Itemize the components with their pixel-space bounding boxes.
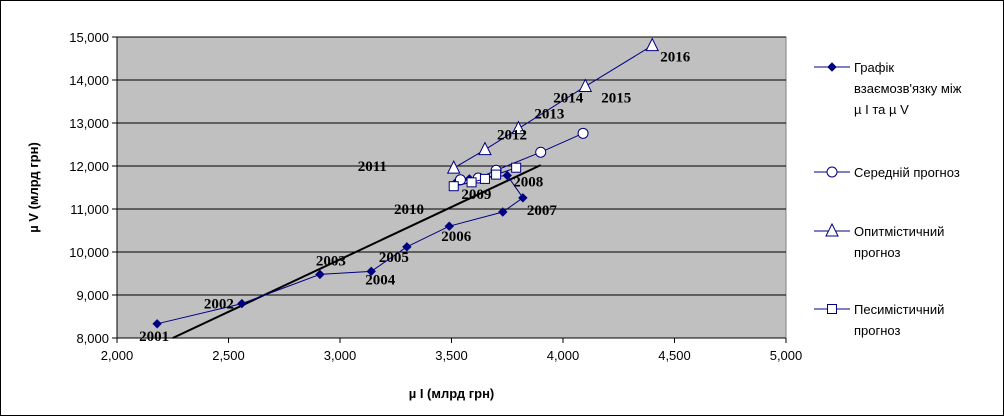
legend-label: прогноз <box>854 245 901 260</box>
legend-label: Графік <box>854 60 894 75</box>
legend-label: взаємозв'язку між <box>854 81 962 96</box>
year-label-2016: 2016 <box>660 50 691 66</box>
data-point <box>444 221 454 231</box>
data-point <box>152 319 162 329</box>
x-tick-label: 4,000 <box>547 348 580 363</box>
data-point <box>518 193 528 203</box>
y-tick-label: 14,000 <box>69 73 109 88</box>
year-label-2004: 2004 <box>365 272 396 288</box>
data-point <box>448 181 459 192</box>
x-tick-label: 5,000 <box>770 348 803 363</box>
legend-label: µ I та µ V <box>854 102 909 117</box>
x-tick-label: 2,000 <box>101 348 134 363</box>
data-point <box>446 160 461 174</box>
data-point <box>491 169 502 180</box>
legend-label: Опитмістичний <box>854 224 944 239</box>
data-point <box>511 120 526 135</box>
y-tick-label: 10,000 <box>69 245 109 260</box>
x-tick-label: 2,500 <box>212 348 245 363</box>
data-point <box>466 177 477 188</box>
data-point <box>511 162 522 173</box>
x-tick-label: 3,000 <box>324 348 357 363</box>
y-tick-label: 11,000 <box>70 202 109 217</box>
year-label-2001: 2001 <box>139 329 169 345</box>
year-label-2012: 2012 <box>497 128 527 144</box>
data-point <box>578 78 593 92</box>
x-tick-label: 3,500 <box>435 348 468 363</box>
data-point <box>498 207 508 217</box>
data-point <box>479 173 490 184</box>
data-point <box>535 146 547 158</box>
data-point <box>237 298 247 309</box>
year-label-2014: 2014 <box>553 90 584 106</box>
legend-item-1: Середній прогноз <box>814 165 960 180</box>
year-label-2013: 2013 <box>534 107 564 123</box>
y-tick-label: 9,000 <box>76 288 109 303</box>
year-label-2010: 2010 <box>394 202 424 218</box>
data-point <box>315 269 325 280</box>
legend-item-0: Графік взаємозв'язку між µ I та µ V <box>814 60 962 117</box>
legend-marker <box>826 166 838 178</box>
legend-label: Середній прогноз <box>854 165 960 180</box>
legend-label: Песимістичний <box>854 302 944 317</box>
year-label-2005: 2005 <box>379 250 409 266</box>
legend-label: прогноз <box>854 323 901 338</box>
y-tick-label: 8,000 <box>76 331 109 346</box>
year-label-2003: 2003 <box>316 253 346 269</box>
data-point <box>402 242 412 252</box>
data-point <box>502 170 512 181</box>
data-point <box>366 266 376 277</box>
year-label-2008: 2008 <box>513 174 543 190</box>
legend-marker <box>827 62 837 72</box>
year-label-2011: 2011 <box>358 159 387 175</box>
trendline <box>172 164 542 339</box>
data-point <box>478 141 492 156</box>
legend-marker <box>827 304 837 314</box>
data-point <box>577 127 589 139</box>
x-axis-title: µ I (млрд грн) <box>409 386 495 401</box>
year-label-2015: 2015 <box>601 90 631 106</box>
legend-item-3: Песимістичний прогноз <box>814 302 944 338</box>
year-label-2009: 2009 <box>461 187 491 203</box>
year-label-2002: 2002 <box>204 297 234 313</box>
y-tick-label: 13,000 <box>69 116 109 131</box>
x-tick-label: 4,500 <box>658 348 691 363</box>
legend-item-2: Опитмістичний прогноз <box>814 222 944 260</box>
y-tick-label: 15,000 <box>69 30 109 45</box>
legend-marker <box>825 222 839 237</box>
y-tick-label: 12,000 <box>69 159 109 174</box>
year-label-2007: 2007 <box>527 203 558 219</box>
data-point <box>645 37 660 52</box>
year-label-2006: 2006 <box>441 229 472 245</box>
y-axis-title: µ V (млрд грн) <box>26 142 41 233</box>
